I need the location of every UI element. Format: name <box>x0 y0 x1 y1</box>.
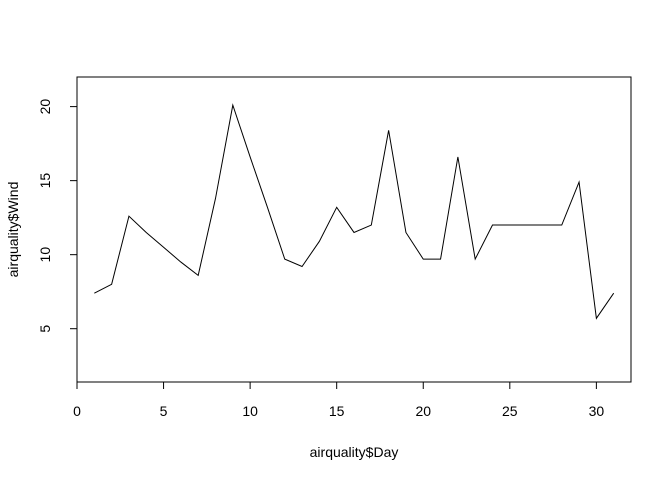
wind-series-line <box>94 103 615 320</box>
plot-box <box>76 76 632 383</box>
x-tick-label: 10 <box>242 403 258 419</box>
x-tick-label: 20 <box>415 403 431 419</box>
y-tick-label: 10 <box>37 247 53 263</box>
y-tick-label: 20 <box>37 99 53 115</box>
x-axis: 0 5 10 15 20 25 30 <box>73 381 605 419</box>
x-tick-label: 15 <box>329 403 345 419</box>
x-tick-label: 5 <box>160 403 168 419</box>
x-axis-label: airquality$Day <box>310 444 399 460</box>
y-axis: 5 10 15 20 <box>37 99 78 333</box>
x-tick-label: 30 <box>589 403 605 419</box>
y-tick-label: 15 <box>37 173 53 189</box>
y-tick-label: 5 <box>37 325 53 333</box>
x-tick-label: 0 <box>73 403 81 419</box>
x-tick-label: 25 <box>502 403 518 419</box>
y-axis-label: airquality$Wind <box>5 182 21 278</box>
